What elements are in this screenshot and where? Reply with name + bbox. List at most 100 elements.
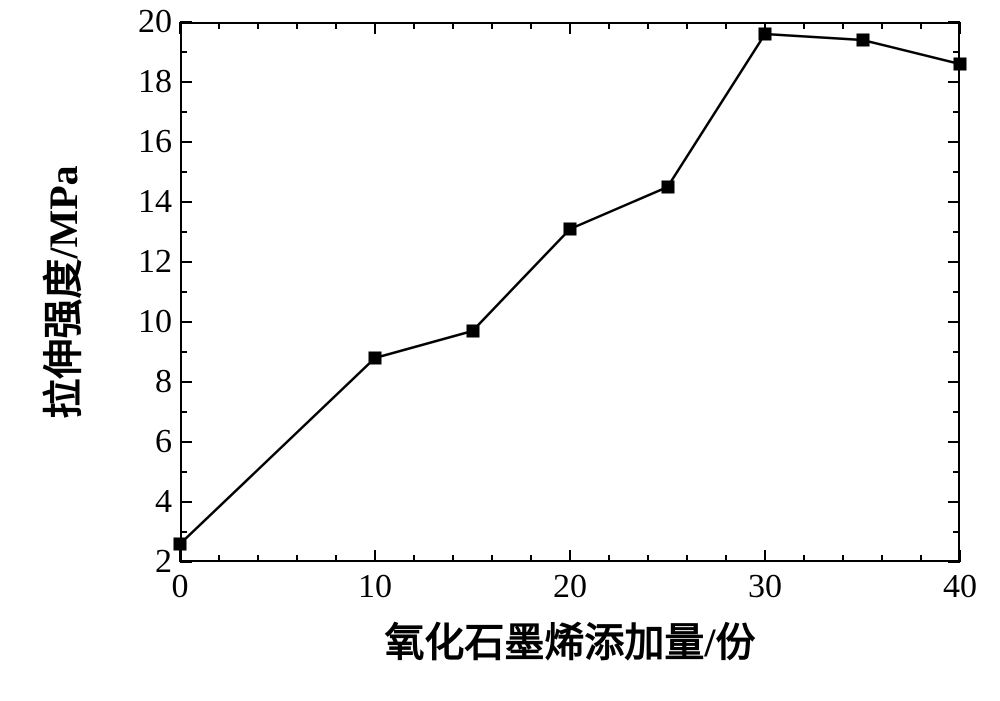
y-minor-tick	[180, 411, 187, 413]
y-minor-tick-right	[953, 471, 960, 473]
data-marker	[759, 28, 772, 41]
y-minor-tick	[180, 471, 187, 473]
y-tick-label: 8	[132, 363, 172, 401]
y-tick-label: 20	[132, 3, 172, 41]
x-minor-tick-top	[647, 22, 649, 29]
chart-container: 拉伸强度/MPa 氧化石墨烯添加量/份 01020304024681012141…	[0, 0, 1000, 701]
y-tick-right	[948, 21, 960, 23]
x-minor-tick-top	[491, 22, 493, 29]
x-tick-top	[179, 22, 181, 34]
y-tick	[180, 321, 192, 323]
x-tick-label: 30	[748, 568, 782, 606]
y-tick	[180, 141, 192, 143]
y-tick-label: 16	[132, 123, 172, 161]
y-tick-right	[948, 81, 960, 83]
y-tick-right	[948, 141, 960, 143]
x-minor-tick-top	[413, 22, 415, 29]
y-tick	[180, 261, 192, 263]
x-minor-tick	[881, 555, 883, 562]
y-tick	[180, 21, 192, 23]
x-tick	[374, 550, 376, 562]
x-tick-label: 0	[172, 568, 189, 606]
y-minor-tick-right	[953, 291, 960, 293]
x-minor-tick	[491, 555, 493, 562]
y-tick	[180, 561, 192, 563]
x-tick-label: 10	[358, 568, 392, 606]
y-minor-tick	[180, 111, 187, 113]
x-minor-tick	[920, 555, 922, 562]
x-minor-tick-top	[920, 22, 922, 29]
x-minor-tick-top	[686, 22, 688, 29]
x-tick-top	[374, 22, 376, 34]
x-minor-tick-top	[296, 22, 298, 29]
y-tick-label: 6	[132, 423, 172, 461]
y-minor-tick-right	[953, 531, 960, 533]
x-minor-tick	[803, 555, 805, 562]
y-minor-tick-right	[953, 411, 960, 413]
y-minor-tick	[180, 291, 187, 293]
y-minor-tick-right	[953, 351, 960, 353]
y-minor-tick-right	[953, 171, 960, 173]
y-tick	[180, 381, 192, 383]
x-minor-tick-top	[842, 22, 844, 29]
y-axis-label: 拉伸强度/MPa	[31, 165, 89, 418]
x-minor-tick-top	[803, 22, 805, 29]
x-minor-tick-top	[257, 22, 259, 29]
y-tick-label: 2	[132, 543, 172, 581]
x-minor-tick	[296, 555, 298, 562]
y-minor-tick	[180, 531, 187, 533]
y-minor-tick	[180, 171, 187, 173]
y-tick-label: 12	[132, 243, 172, 281]
x-tick-label: 20	[553, 568, 587, 606]
y-tick-right	[948, 561, 960, 563]
x-minor-tick	[413, 555, 415, 562]
y-tick-right	[948, 261, 960, 263]
x-minor-tick-top	[530, 22, 532, 29]
y-tick-right	[948, 501, 960, 503]
x-minor-tick	[686, 555, 688, 562]
y-minor-tick	[180, 51, 187, 53]
y-tick-label: 10	[132, 303, 172, 341]
x-minor-tick-top	[452, 22, 454, 29]
x-minor-tick	[335, 555, 337, 562]
y-tick-right	[948, 321, 960, 323]
x-tick	[764, 550, 766, 562]
y-tick-label: 18	[132, 63, 172, 101]
x-minor-tick	[842, 555, 844, 562]
y-minor-tick-right	[953, 231, 960, 233]
x-axis-label: 氧化石墨烯添加量/份	[384, 610, 755, 668]
y-tick-right	[948, 201, 960, 203]
data-marker	[954, 58, 967, 71]
x-tick	[569, 550, 571, 562]
x-minor-tick	[647, 555, 649, 562]
y-tick	[180, 201, 192, 203]
y-minor-tick	[180, 351, 187, 353]
x-minor-tick-top	[608, 22, 610, 29]
data-marker	[856, 34, 869, 47]
y-tick	[180, 81, 192, 83]
plot-area	[180, 22, 960, 562]
x-minor-tick	[608, 555, 610, 562]
y-tick	[180, 441, 192, 443]
x-minor-tick	[257, 555, 259, 562]
y-tick	[180, 501, 192, 503]
x-minor-tick-top	[335, 22, 337, 29]
y-minor-tick-right	[953, 51, 960, 53]
y-minor-tick	[180, 231, 187, 233]
x-minor-tick	[725, 555, 727, 562]
x-tick-label: 40	[943, 568, 977, 606]
data-marker	[661, 181, 674, 194]
data-marker	[466, 325, 479, 338]
x-minor-tick-top	[881, 22, 883, 29]
data-marker	[564, 223, 577, 236]
x-minor-tick	[530, 555, 532, 562]
y-tick-right	[948, 381, 960, 383]
y-minor-tick-right	[953, 111, 960, 113]
x-tick-top	[959, 22, 961, 34]
data-line	[180, 22, 960, 562]
x-minor-tick	[218, 555, 220, 562]
y-tick-label: 14	[132, 183, 172, 221]
x-tick-top	[569, 22, 571, 34]
x-minor-tick	[452, 555, 454, 562]
data-marker	[174, 538, 187, 551]
